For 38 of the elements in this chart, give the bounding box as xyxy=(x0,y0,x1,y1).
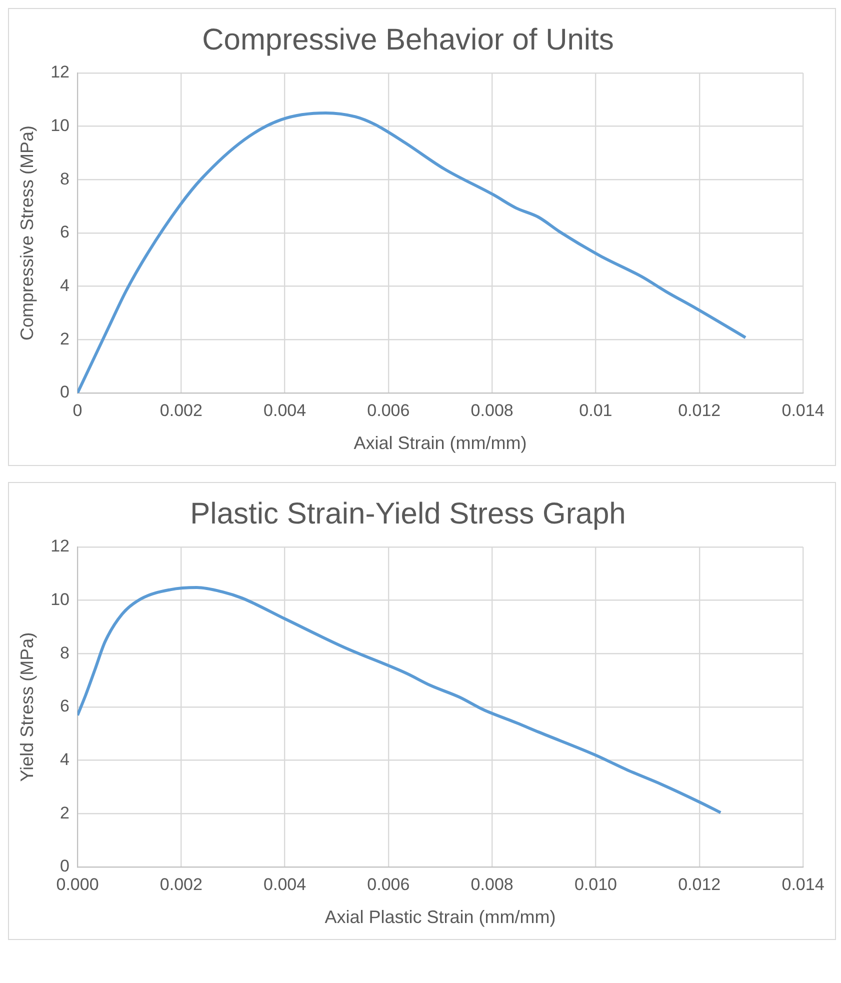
x-tick-label: 0.008 xyxy=(470,874,514,894)
x-axis-title: Axial Plastic Strain (mm/mm) xyxy=(324,907,556,928)
y-tick-label: 6 xyxy=(60,696,70,716)
y-tick-label: 12 xyxy=(50,536,70,556)
x-tick-label: 0.006 xyxy=(367,400,410,420)
x-tick-label: 0.004 xyxy=(264,400,306,420)
y-axis-title: Compressive Stress (MPa) xyxy=(16,125,37,341)
y-tick-label: 0 xyxy=(60,856,70,876)
x-tick-label: 0.004 xyxy=(264,874,306,894)
x-tick-label: 0.014 xyxy=(782,400,824,420)
y-tick-label: 4 xyxy=(60,276,70,296)
y-tick-label: 12 xyxy=(50,62,70,82)
y-tick-label: 10 xyxy=(50,116,70,136)
chart-title: Plastic Strain-Yield Stress Graph xyxy=(190,497,626,530)
x-tick-label: 0 xyxy=(72,400,82,420)
x-tick-label: 0.012 xyxy=(678,874,721,894)
y-tick-label: 10 xyxy=(50,590,70,610)
x-tick-label: 0.008 xyxy=(470,400,514,420)
x-tick-label: 0.002 xyxy=(160,400,202,420)
y-tick-label: 4 xyxy=(60,750,70,770)
line-series xyxy=(78,586,722,814)
y-tick-label: 2 xyxy=(60,803,70,822)
x-tick-label: 0.010 xyxy=(574,874,617,894)
y-tick-label: 2 xyxy=(60,329,70,348)
y-axis-title: Yield Stress (MPa) xyxy=(16,632,37,782)
x-tick-label: 0.012 xyxy=(678,400,721,420)
x-tick-label: 0.014 xyxy=(782,874,824,894)
x-tick-label: 0.006 xyxy=(367,874,410,894)
x-tick-label: 0.01 xyxy=(579,400,612,420)
y-tick-label: 8 xyxy=(60,169,70,188)
y-tick-label: 8 xyxy=(60,643,70,662)
x-tick-label: 0.000 xyxy=(56,874,99,894)
line-series xyxy=(78,112,747,393)
y-tick-label: 6 xyxy=(60,222,70,242)
y-tick-label: 0 xyxy=(60,382,70,402)
x-axis-title: Axial Strain (mm/mm) xyxy=(354,433,527,454)
x-tick-label: 0.002 xyxy=(160,874,202,894)
chart-title: Compressive Behavior of Units xyxy=(202,23,614,56)
